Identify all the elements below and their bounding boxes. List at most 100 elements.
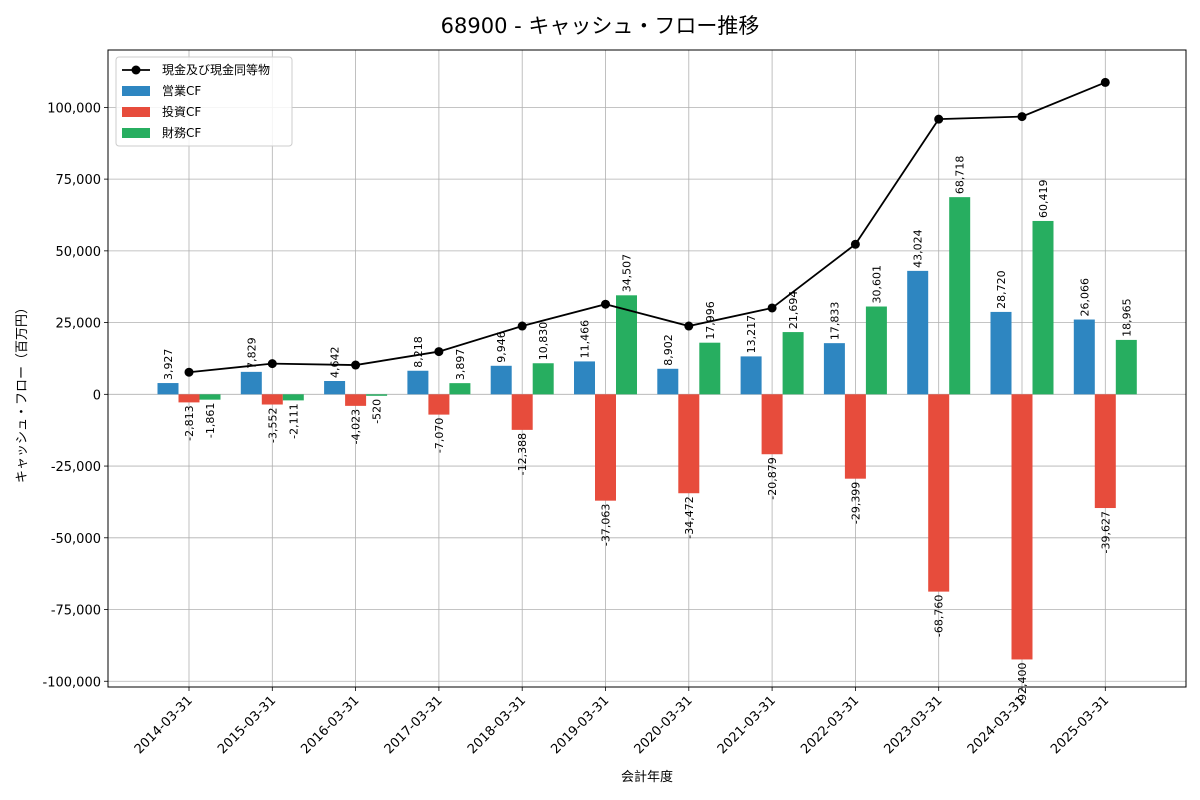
legend-swatch-投資CF	[122, 107, 150, 117]
x-tick-label: 2017-03-31	[382, 693, 446, 757]
y-tick-label: 25,000	[56, 317, 102, 332]
bar-value-label: -1,861	[204, 403, 217, 438]
bar-value-label: 18,965	[1120, 298, 1133, 337]
x-tick-label: 2025-03-31	[1048, 693, 1112, 757]
y-tick-label: 100,000	[47, 101, 101, 116]
bar-value-label: 43,024	[912, 229, 925, 268]
bar-value-label: 68,718	[954, 156, 967, 195]
bars	[157, 197, 1137, 660]
bar-value-label: -39,627	[1099, 511, 1112, 553]
bar-value-label: -20,879	[766, 457, 779, 499]
bar-value-label: 11,466	[579, 320, 592, 359]
cash-line-point	[184, 367, 194, 377]
bar-value-label: -2,111	[287, 403, 300, 438]
bar-財務CF	[949, 197, 971, 395]
y-tick-label: -50,000	[51, 532, 101, 547]
cash-line-path	[188, 81, 1106, 374]
bar-value-label: 8,902	[662, 334, 675, 366]
bar-value-label: 3,897	[454, 349, 467, 381]
bar-財務CF	[782, 332, 804, 395]
bar-財務CF	[199, 394, 221, 400]
bar-営業CF	[407, 370, 429, 395]
x-tick-label: 2024-03-31	[965, 693, 1029, 757]
bar-投資CF	[178, 394, 200, 403]
bar-value-label: 17,996	[704, 301, 717, 340]
cash-line-point	[517, 321, 527, 331]
bar-value-label: 13,217	[745, 315, 758, 354]
y-axis-label: キャッシュ・フロー（百万円）	[15, 301, 30, 483]
bar-営業CF	[240, 371, 262, 395]
bar-value-label: -12,388	[516, 433, 529, 475]
bar-営業CF	[740, 356, 762, 395]
x-tick-label: 2022-03-31	[798, 693, 862, 757]
bar-value-label: -37,063	[600, 504, 613, 546]
bar-value-label: 8,218	[412, 336, 425, 368]
bar-営業CF	[907, 270, 929, 395]
x-tick-label: 2016-03-31	[298, 693, 362, 757]
bar-value-label: 7,829	[245, 337, 258, 369]
grid	[108, 50, 1186, 687]
bar-投資CF	[761, 394, 783, 455]
cash-line-point	[1017, 112, 1027, 122]
y-tick-label: 75,000	[56, 173, 102, 188]
bar-value-label: 4,642	[329, 347, 342, 379]
bar-財務CF	[532, 363, 554, 395]
bar-財務CF	[449, 383, 471, 395]
bar-value-label: -3,552	[266, 408, 279, 443]
bar-財務CF	[699, 342, 721, 395]
bar-value-label: 30,601	[870, 265, 883, 304]
bar-投資CF	[844, 394, 866, 479]
bar-value-label: -7,070	[433, 418, 446, 453]
x-tick-label: 2014-03-31	[132, 693, 196, 757]
x-tick-label: 2019-03-31	[548, 693, 612, 757]
y-tick-label: -75,000	[51, 604, 101, 619]
bar-投資CF	[678, 394, 700, 494]
bar-営業CF	[1073, 319, 1095, 395]
bar-value-label: 60,419	[1037, 179, 1050, 218]
bar-投資CF	[511, 394, 533, 430]
bar-営業CF	[490, 365, 512, 395]
bar-財務CF	[1032, 220, 1054, 395]
plot-area-frame	[107, 49, 1187, 688]
bar-財務CF	[282, 394, 304, 401]
bar-value-label: -520	[371, 399, 384, 424]
bar-value-label: 17,833	[828, 302, 841, 341]
bar-value-label: -29,399	[849, 482, 862, 524]
bar-value-label: -2,813	[183, 405, 196, 440]
legend-entry: 財務CF	[162, 125, 201, 140]
bar-value-label: -34,472	[683, 496, 696, 538]
bar-財務CF	[865, 306, 887, 395]
bar-営業CF	[823, 343, 845, 395]
bar-value-label: 21,694	[787, 291, 800, 330]
y-tick-label: 50,000	[56, 245, 102, 260]
bar-value-label: -92,400	[1016, 662, 1029, 704]
cash-line-point	[850, 239, 860, 249]
legend-entry: 現金及び現金同等物	[162, 62, 270, 77]
cash-line-point	[351, 360, 361, 370]
x-tick-label: 2020-03-31	[632, 693, 696, 757]
bar-営業CF	[157, 383, 179, 395]
bar-営業CF	[657, 368, 679, 395]
bar-value-label: 9,946	[495, 331, 508, 363]
y-axis: -100,000 -75,000 -50,000 -25,000 0 25,000 50,0…	[43, 101, 108, 690]
legend-swatch-marker	[131, 65, 141, 75]
cash-line-point	[1100, 77, 1110, 87]
cash-line-point	[601, 299, 610, 309]
bar-財務CF	[366, 394, 388, 396]
bar-投資CF	[261, 394, 283, 405]
x-tick-label: 2018-03-31	[465, 693, 529, 757]
y-tick-label: -25,000	[51, 460, 101, 475]
data-labels: 3,927 7,829 4,642 8,218 9,946 11,466 8,902 13,2…	[162, 156, 1133, 705]
bar-営業CF	[324, 381, 346, 395]
bar-投資CF	[428, 394, 450, 415]
x-axis: 2014-03-31 2015-03-31 2016-03-31 2017-03-31…	[132, 687, 1112, 757]
cash-line-point	[684, 321, 694, 331]
bar-value-label: -4,023	[350, 409, 363, 444]
bar-投資CF	[595, 394, 616, 501]
legend-box	[115, 56, 293, 147]
cash-line-point	[434, 347, 444, 357]
x-tick-label: 2023-03-31	[881, 693, 945, 757]
x-tick-label: 2021-03-31	[715, 693, 779, 757]
